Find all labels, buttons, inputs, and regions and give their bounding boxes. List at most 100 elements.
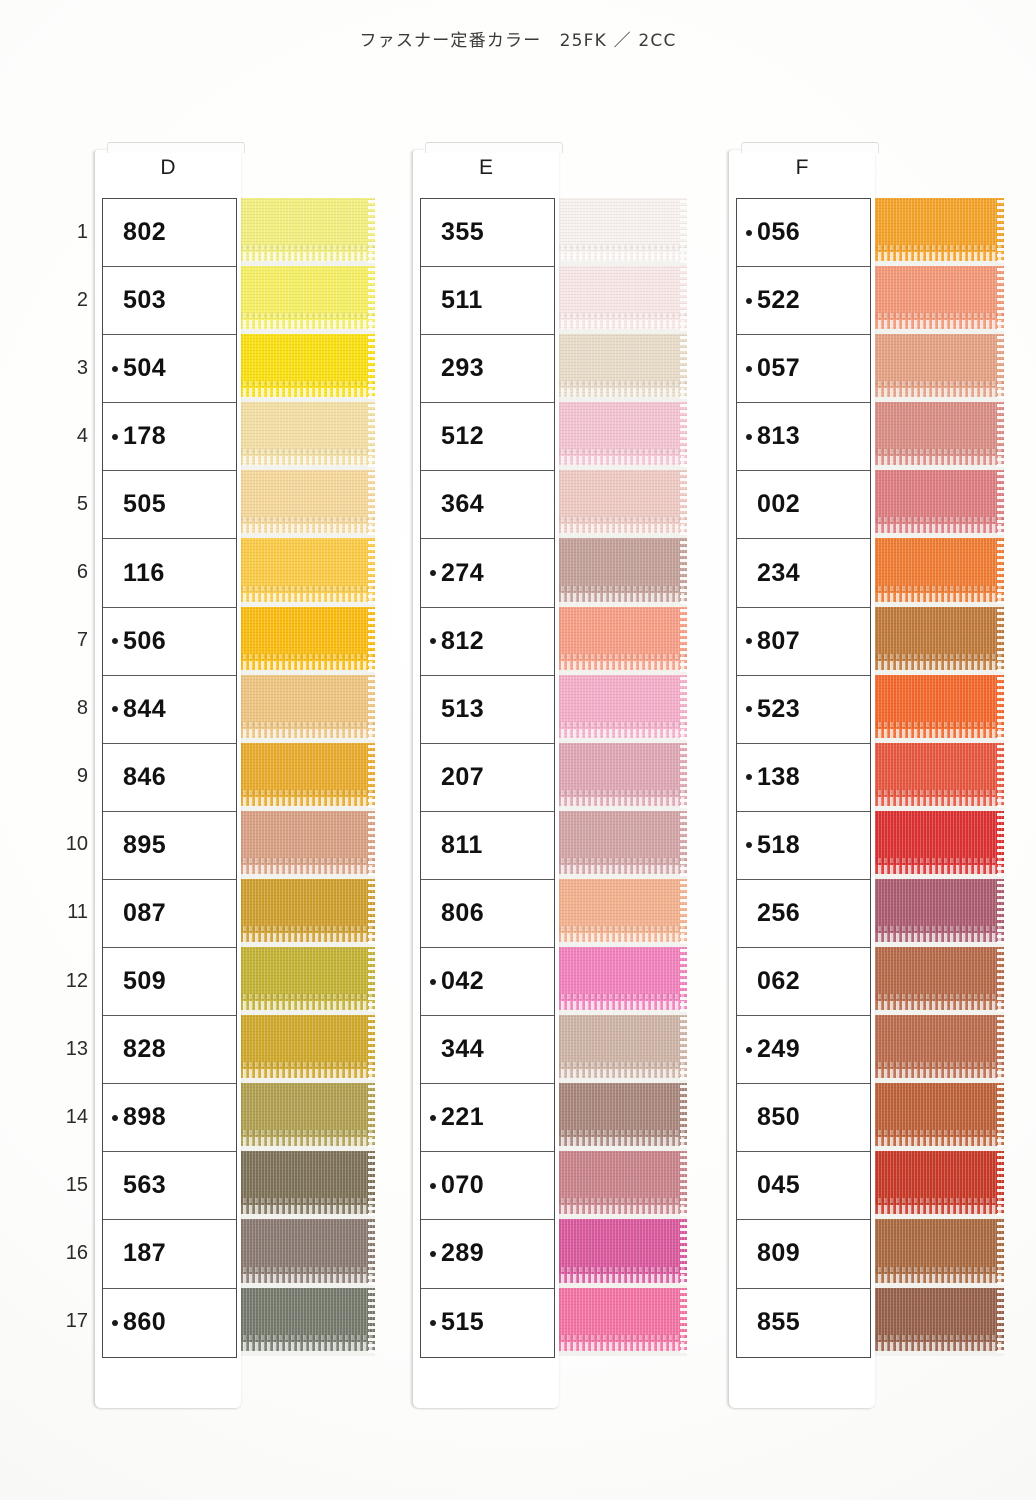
color-swatch[interactable] (549, 402, 687, 471)
color-swatch[interactable] (549, 198, 687, 267)
color-swatch[interactable] (866, 1151, 1004, 1220)
table-row[interactable]: 563 (103, 1152, 236, 1221)
color-swatch[interactable] (237, 674, 375, 743)
color-swatch[interactable] (549, 878, 687, 948)
color-swatch[interactable] (237, 742, 375, 811)
table-row[interactable]: 898 (103, 1084, 236, 1153)
color-swatch[interactable] (549, 810, 687, 879)
color-swatch[interactable] (866, 742, 1004, 811)
color-swatch[interactable] (549, 470, 687, 539)
color-swatch[interactable] (237, 947, 375, 1016)
table-row[interactable]: 846 (103, 743, 236, 812)
table-row[interactable]: 506 (103, 607, 236, 676)
color-swatch[interactable] (237, 402, 375, 471)
table-row[interactable]: 070 (421, 1152, 554, 1221)
color-swatch[interactable] (549, 674, 687, 743)
color-swatch[interactable] (549, 334, 687, 403)
table-row[interactable]: 293 (421, 335, 554, 404)
table-row[interactable]: 045 (737, 1152, 870, 1221)
color-swatch[interactable] (866, 1083, 1004, 1152)
table-row[interactable]: 116 (103, 539, 236, 608)
color-swatch[interactable] (866, 334, 1004, 403)
color-swatch[interactable] (866, 470, 1004, 539)
table-row[interactable]: 850 (737, 1084, 870, 1153)
color-swatch[interactable] (549, 947, 687, 1016)
table-row[interactable]: 138 (737, 743, 870, 812)
color-swatch[interactable] (549, 266, 687, 335)
color-swatch[interactable] (237, 1015, 375, 1084)
color-swatch[interactable] (549, 1151, 687, 1220)
color-swatch[interactable] (237, 810, 375, 879)
color-swatch[interactable] (237, 1219, 375, 1288)
table-row[interactable]: 087 (103, 879, 236, 949)
color-swatch[interactable] (237, 878, 375, 948)
table-row[interactable]: 807 (737, 607, 870, 676)
color-swatch[interactable] (237, 606, 375, 675)
color-swatch[interactable] (237, 470, 375, 539)
table-row[interactable]: 509 (103, 948, 236, 1017)
table-row[interactable]: 802 (103, 199, 236, 268)
color-swatch[interactable] (866, 1219, 1004, 1288)
table-row[interactable]: 895 (103, 811, 236, 880)
table-row[interactable]: 234 (737, 539, 870, 608)
color-swatch[interactable] (237, 198, 375, 267)
table-row[interactable]: 289 (421, 1220, 554, 1289)
color-swatch[interactable] (237, 334, 375, 403)
color-swatch[interactable] (549, 606, 687, 675)
table-row[interactable]: 522 (737, 267, 870, 336)
table-row[interactable]: 523 (737, 675, 870, 744)
table-row[interactable]: 515 (421, 1288, 554, 1357)
color-swatch[interactable] (866, 198, 1004, 267)
color-swatch[interactable] (237, 1287, 375, 1356)
table-row[interactable]: 809 (737, 1220, 870, 1289)
table-row[interactable]: 256 (737, 879, 870, 949)
table-row[interactable]: 504 (103, 335, 236, 404)
table-row[interactable]: 855 (737, 1288, 870, 1357)
table-row[interactable]: 042 (421, 948, 554, 1017)
color-swatch[interactable] (237, 1151, 375, 1220)
color-swatch[interactable] (866, 878, 1004, 948)
color-swatch[interactable] (866, 538, 1004, 607)
table-row[interactable]: 187 (103, 1220, 236, 1289)
color-swatch[interactable] (866, 947, 1004, 1016)
color-swatch[interactable] (866, 1015, 1004, 1084)
table-row[interactable]: 812 (421, 607, 554, 676)
color-swatch[interactable] (237, 538, 375, 607)
table-row[interactable]: 274 (421, 539, 554, 608)
table-row[interactable]: 207 (421, 743, 554, 812)
color-swatch[interactable] (549, 1015, 687, 1084)
table-row[interactable]: 364 (421, 471, 554, 540)
table-row[interactable]: 002 (737, 471, 870, 540)
table-row[interactable]: 512 (421, 403, 554, 472)
color-swatch[interactable] (549, 538, 687, 607)
color-swatch[interactable] (866, 402, 1004, 471)
color-swatch[interactable] (237, 1083, 375, 1152)
table-row[interactable]: 811 (421, 811, 554, 880)
table-row[interactable]: 513 (421, 675, 554, 744)
table-row[interactable]: 844 (103, 675, 236, 744)
color-swatch[interactable] (866, 606, 1004, 675)
color-swatch[interactable] (866, 266, 1004, 335)
color-swatch[interactable] (549, 1219, 687, 1288)
table-row[interactable]: 806 (421, 879, 554, 949)
color-swatch[interactable] (866, 1287, 1004, 1356)
color-swatch[interactable] (549, 1083, 687, 1152)
table-row[interactable]: 511 (421, 267, 554, 336)
table-row[interactable]: 057 (737, 335, 870, 404)
color-swatch[interactable] (866, 674, 1004, 743)
table-row[interactable]: 344 (421, 1016, 554, 1085)
table-row[interactable]: 518 (737, 811, 870, 880)
color-swatch[interactable] (549, 1287, 687, 1356)
table-row[interactable]: 505 (103, 471, 236, 540)
color-swatch[interactable] (549, 742, 687, 811)
table-row[interactable]: 860 (103, 1288, 236, 1357)
color-swatch[interactable] (237, 266, 375, 335)
table-row[interactable]: 062 (737, 948, 870, 1017)
table-row[interactable]: 056 (737, 199, 870, 268)
table-row[interactable]: 503 (103, 267, 236, 336)
table-row[interactable]: 249 (737, 1016, 870, 1085)
table-row[interactable]: 828 (103, 1016, 236, 1085)
table-row[interactable]: 355 (421, 199, 554, 268)
color-swatch[interactable] (866, 810, 1004, 879)
table-row[interactable]: 178 (103, 403, 236, 472)
